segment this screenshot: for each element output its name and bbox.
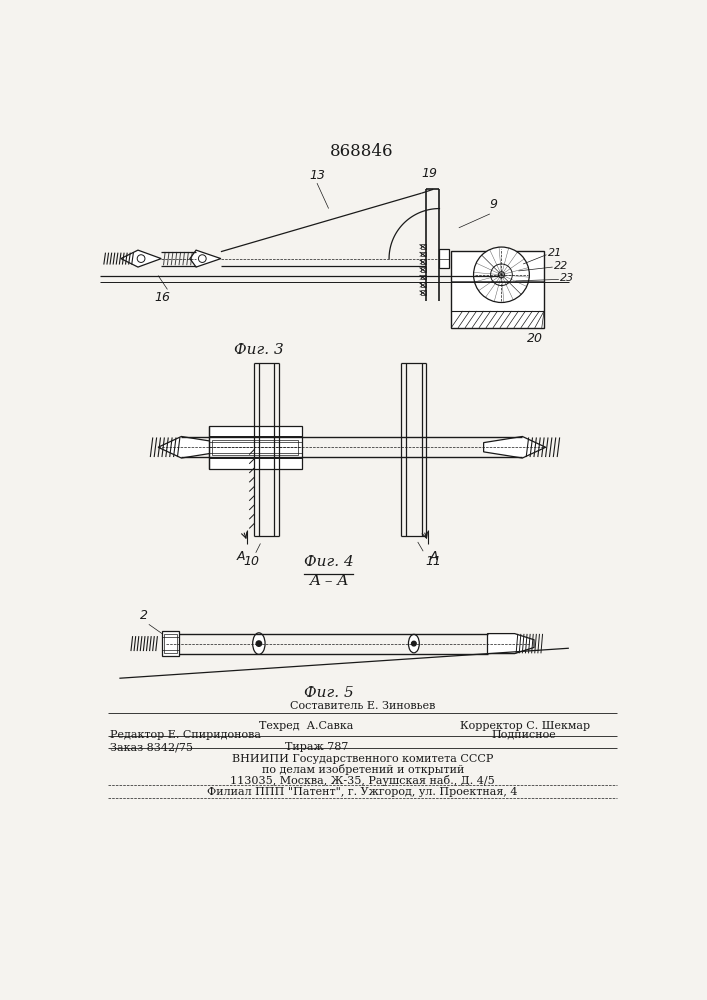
Bar: [421, 252, 426, 256]
Bar: [440, 249, 449, 268]
Text: Подписное: Подписное: [491, 730, 556, 740]
Text: Фиг. 5: Фиг. 5: [304, 686, 354, 700]
Polygon shape: [121, 250, 161, 267]
Text: 10: 10: [243, 555, 259, 568]
Bar: [212, 440, 298, 455]
Text: 19: 19: [421, 167, 438, 180]
Text: A: A: [237, 550, 245, 563]
Text: A – A: A – A: [309, 574, 349, 588]
Text: Редактор Е. Спиридонова: Редактор Е. Спиридонова: [110, 730, 261, 740]
Text: Корректор С. Шекмар: Корректор С. Шекмар: [460, 721, 590, 731]
Bar: [421, 244, 426, 249]
Bar: [421, 275, 426, 279]
Text: 22: 22: [554, 261, 568, 271]
Text: Заказ 8342/75: Заказ 8342/75: [110, 742, 193, 752]
Circle shape: [256, 641, 262, 646]
Text: 868846: 868846: [330, 143, 394, 160]
Polygon shape: [484, 436, 546, 458]
Ellipse shape: [252, 633, 265, 654]
Bar: [451, 251, 544, 328]
Text: ВНИИПИ Государственного комитета СССР: ВНИИПИ Государственного комитета СССР: [232, 754, 493, 764]
Circle shape: [498, 272, 505, 278]
Text: 11: 11: [426, 555, 441, 568]
Text: 2: 2: [140, 609, 148, 622]
Circle shape: [474, 247, 530, 302]
Polygon shape: [190, 250, 221, 267]
Text: 23: 23: [561, 273, 575, 283]
Text: 20: 20: [527, 332, 542, 345]
Text: 113035, Москва, Ж-35, Раушская наб., Д. 4/5: 113035, Москва, Ж-35, Раушская наб., Д. …: [230, 774, 495, 786]
Bar: [421, 267, 426, 272]
Text: Филиал ППП "Патент", г. Ужгород, ул. Проектная, 4: Филиал ППП "Патент", г. Ужгород, ул. Про…: [207, 787, 518, 797]
Polygon shape: [158, 436, 220, 458]
Circle shape: [137, 255, 145, 262]
Bar: [421, 282, 426, 287]
Text: A: A: [430, 550, 438, 563]
Text: 16: 16: [154, 291, 170, 304]
Ellipse shape: [409, 634, 419, 653]
Circle shape: [491, 264, 513, 286]
Text: 21: 21: [548, 248, 562, 258]
Text: 13: 13: [309, 169, 325, 182]
Polygon shape: [488, 634, 534, 654]
Text: Фиг. 3: Фиг. 3: [234, 343, 284, 357]
Circle shape: [199, 255, 206, 262]
Text: 9: 9: [490, 198, 498, 211]
Bar: [421, 290, 426, 295]
Bar: [164, 634, 177, 653]
Bar: [162, 631, 179, 656]
Bar: [209, 426, 301, 469]
Text: Составитель Е. Зиновьев: Составитель Е. Зиновьев: [290, 701, 436, 711]
Circle shape: [411, 641, 416, 646]
Bar: [421, 259, 426, 264]
Text: Фиг. 4: Фиг. 4: [304, 555, 354, 569]
Text: по делам изобретений и открытий: по делам изобретений и открытий: [262, 764, 464, 775]
Text: Тираж 787: Тираж 787: [286, 742, 349, 752]
Text: Техред  А.Савка: Техред А.Савка: [259, 721, 354, 731]
